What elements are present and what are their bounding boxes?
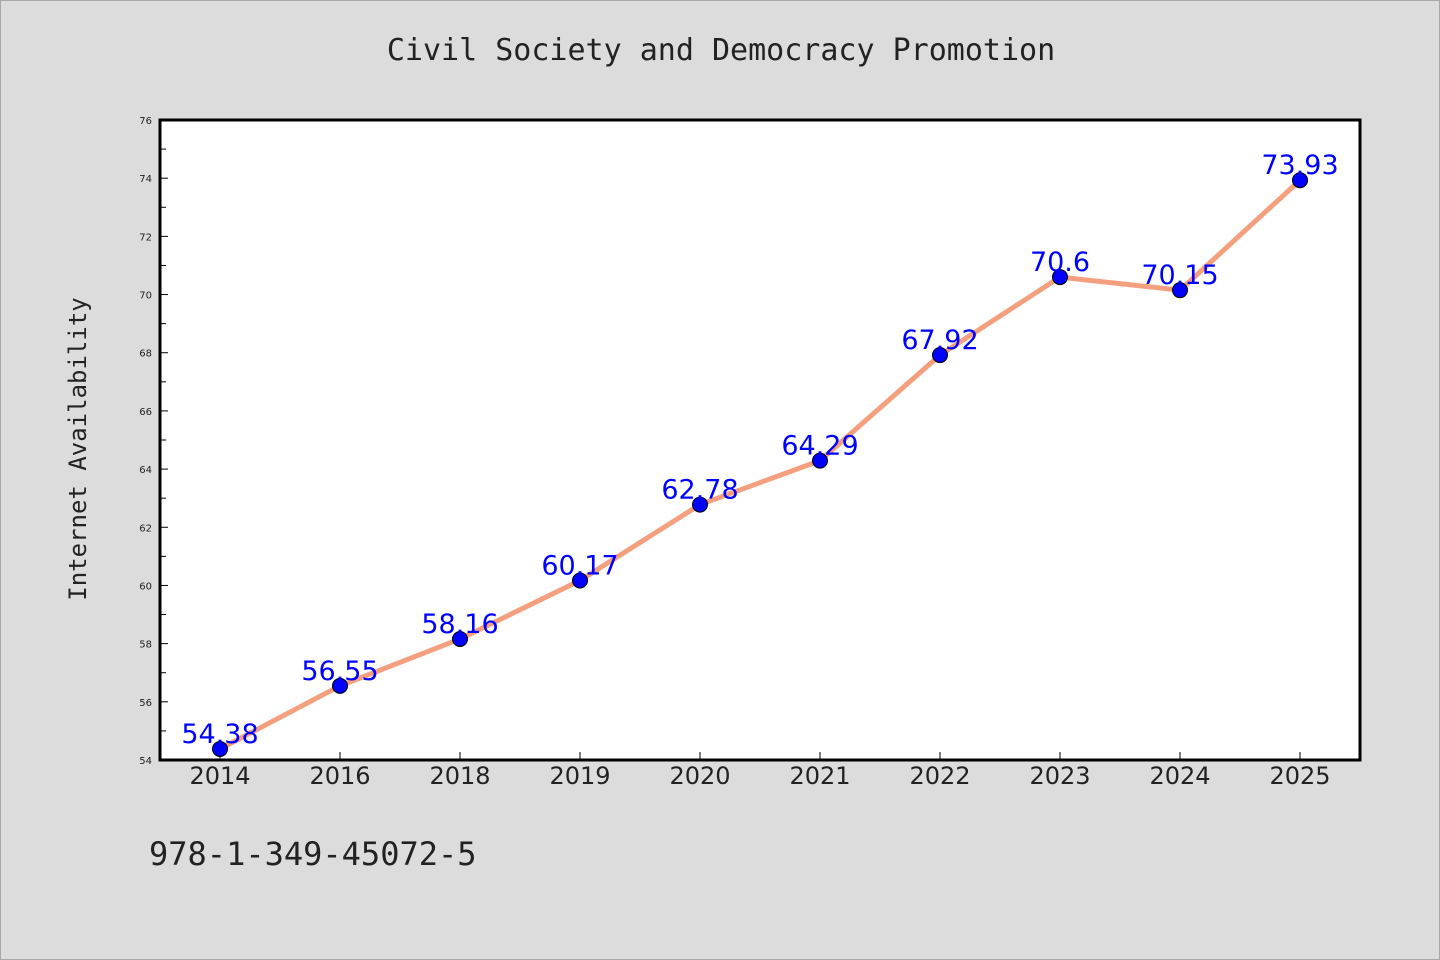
data-label: 64.29 <box>781 431 858 462</box>
data-label: 67.92 <box>901 325 978 356</box>
y-tick-label: 74 <box>139 174 152 185</box>
isbn-text: 978-1-349-45072-5 <box>149 835 477 873</box>
data-label: 70.15 <box>1141 260 1218 291</box>
data-point <box>812 452 828 469</box>
x-tick-label: 2023 <box>1029 762 1090 790</box>
y-tick-label: 76 <box>139 116 152 127</box>
x-tick-label: 2018 <box>429 762 490 790</box>
x-tick-label: 2022 <box>909 762 970 790</box>
x-tick-label: 2025 <box>1269 762 1330 790</box>
data-point <box>692 496 708 513</box>
x-tick-label: 2020 <box>669 762 730 790</box>
data-label: 56.55 <box>301 656 378 687</box>
data-point <box>452 630 468 647</box>
x-tick-label: 2019 <box>549 762 610 790</box>
data-label: 58.16 <box>421 609 498 640</box>
x-tick-label: 2024 <box>1149 762 1210 790</box>
data-point <box>1052 269 1068 286</box>
y-tick-label: 62 <box>139 523 152 534</box>
data-point <box>572 572 588 589</box>
data-point <box>212 740 228 757</box>
y-tick-label: 58 <box>139 640 152 651</box>
data-point <box>932 347 948 364</box>
x-tick-label: 2021 <box>789 762 850 790</box>
y-tick-label: 66 <box>139 407 152 418</box>
plot-area <box>158 118 1362 762</box>
x-tick-label: 2014 <box>189 762 250 790</box>
data-label: 60.17 <box>541 551 618 582</box>
chart-title: Civil Society and Democracy Promotion <box>386 33 1056 68</box>
y-tick-label: 60 <box>139 581 152 592</box>
y-tick-label: 70 <box>139 291 152 302</box>
data-label: 70.6 <box>1030 247 1090 278</box>
y-tick-label: 64 <box>139 465 152 476</box>
data-label: 54.38 <box>181 719 258 750</box>
y-tick-label: 72 <box>139 232 152 243</box>
y-tick-label: 68 <box>139 349 152 360</box>
data-label: 62.78 <box>661 475 738 506</box>
y-tick-label: 54 <box>139 756 152 767</box>
data-label: 73.93 <box>1261 150 1338 181</box>
data-point <box>1292 172 1308 189</box>
data-point <box>332 677 348 694</box>
y-tick-label: 56 <box>139 698 152 709</box>
series-line <box>217 177 1303 752</box>
data-point <box>1172 282 1188 299</box>
x-tick-label: 2016 <box>309 762 370 790</box>
